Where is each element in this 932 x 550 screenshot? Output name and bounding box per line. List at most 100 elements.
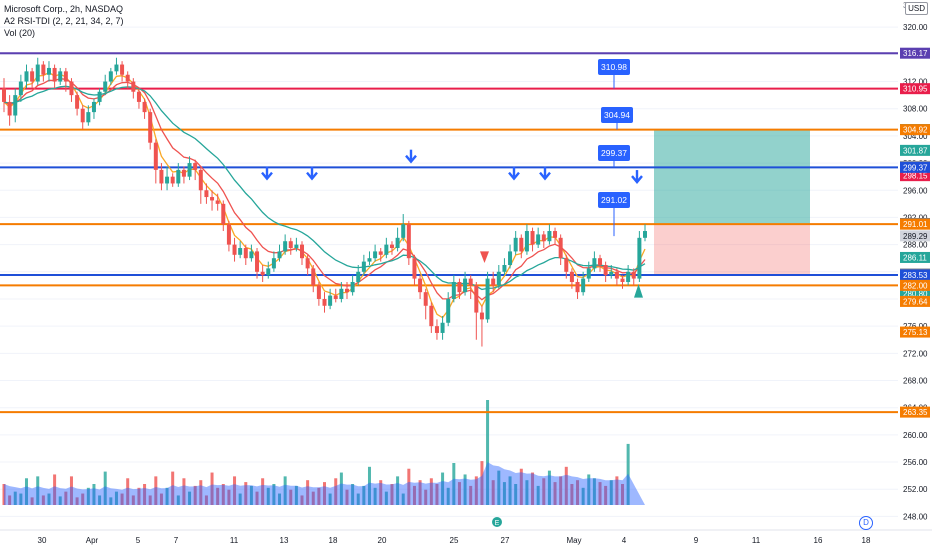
volume-bar: [36, 476, 40, 505]
candle-body: [277, 251, 282, 259]
volume-bar: [328, 493, 332, 505]
candle-body: [609, 271, 614, 276]
volume-bar: [188, 491, 192, 505]
candle-body: [24, 71, 29, 82]
candle-body: [333, 295, 338, 299]
volume-bar: [367, 466, 371, 505]
price-tick-label: 252.00: [903, 485, 928, 494]
price-callouts[interactable]: 310.98 304.94 299.37 291.02: [598, 59, 633, 237]
candle-body: [344, 288, 349, 293]
volume-bar: [64, 491, 68, 505]
candle-body: [181, 169, 186, 177]
time-axis[interactable]: 30 Apr 5 7 11 13 18 20 25 27 May 4 9 11 16 18: [0, 529, 932, 545]
volume-bar: [75, 497, 79, 505]
volume-bar: [182, 478, 186, 505]
volume-bar: [109, 497, 113, 505]
candle-body: [18, 81, 23, 96]
volume-bar: [609, 480, 613, 505]
currency-label[interactable]: USD: [905, 2, 928, 15]
price-axis-tag-label: 263.35: [903, 408, 928, 417]
volume-bar: [114, 491, 118, 505]
candle-body: [620, 278, 625, 282]
candle-body: [446, 298, 451, 323]
candle-body: [294, 244, 299, 249]
symbol-title[interactable]: Microsoft Corp., 2h, NASDAQ: [4, 4, 124, 14]
candle-body: [30, 71, 35, 82]
volume-bar: [514, 484, 518, 505]
candle-body: [142, 101, 147, 113]
volume-bar: [103, 471, 107, 505]
volume-bar: [469, 485, 473, 505]
volume-bar: [587, 474, 591, 505]
volume-bar: [227, 489, 231, 505]
candle-body: [46, 67, 51, 75]
volume-bar: [86, 487, 90, 505]
volume-bar: [41, 495, 45, 505]
volume-bar: [300, 495, 304, 505]
candle-body: [120, 64, 125, 75]
candle-body: [491, 278, 496, 286]
volume-bar: [24, 478, 28, 505]
price-axis-tag-label: 298.15: [903, 172, 928, 181]
candle-body: [401, 224, 406, 238]
candle-body: [41, 64, 46, 75]
volume-bar: [311, 491, 315, 505]
volume-bar: [98, 495, 102, 505]
price-axis-tag: [900, 295, 930, 307]
volume-bar: [384, 491, 388, 505]
price-axis-tag-label: 299.37: [903, 163, 928, 172]
candle-body: [13, 95, 18, 116]
volume-bar: [581, 487, 585, 505]
candle-body: [165, 176, 170, 184]
volume-bar: [457, 482, 461, 505]
volume-bar: [626, 443, 630, 505]
volume-bar: [53, 474, 57, 505]
arrow-down-icon: [261, 171, 273, 181]
moving-average-line: [3, 71, 646, 319]
volume-bar: [2, 484, 6, 505]
candle-body: [350, 281, 355, 293]
candle-body: [136, 91, 141, 102]
time-tick-label: 18: [329, 536, 338, 545]
price-axis[interactable]: 320.00316.00312.00308.00304.00300.00296.…: [898, 0, 932, 550]
volume-bar: [92, 484, 96, 505]
candle-body: [328, 295, 333, 306]
candle-body: [463, 278, 468, 293]
chart-legend: Microsoft Corp., 2h, NASDAQ A2 RSI-TDI (…: [4, 3, 124, 39]
time-tick-label: 13: [280, 536, 289, 545]
price-tick-label: 260.00: [903, 431, 928, 440]
price-tick-label: 256.00: [903, 458, 928, 467]
candle-body: [519, 237, 524, 252]
earnings-marker-label: E: [495, 520, 500, 527]
price-axis-tag: [900, 83, 930, 95]
candle-body: [440, 322, 445, 333]
dividend-marker-icon[interactable]: D: [859, 516, 873, 530]
volume-bar: [294, 485, 298, 505]
long-position-zone[interactable]: [654, 129, 810, 275]
volume-bar: [452, 463, 456, 505]
volume-bar: [412, 485, 416, 505]
volume-title[interactable]: Vol (20): [4, 28, 36, 38]
volume-bar: [30, 497, 34, 505]
candle-body: [260, 271, 265, 276]
candle-body: [569, 271, 574, 282]
chart-markers: E: [261, 149, 643, 527]
volume-bar: [216, 487, 220, 505]
candle-body: [114, 64, 119, 72]
indicator-title[interactable]: A2 RSI-TDI (2, 2, 21, 34, 2, 7): [4, 16, 124, 26]
candle-body: [423, 292, 428, 306]
volume-bar: [446, 487, 450, 505]
volume-bar: [497, 470, 501, 505]
volume-bar: [559, 476, 563, 505]
volume-bar: [255, 491, 259, 505]
candle-body: [103, 81, 108, 92]
arrow-down-icon: [631, 175, 643, 184]
candle-body: [108, 71, 113, 82]
volume-bar: [249, 485, 253, 505]
volume-bar: [615, 476, 619, 505]
time-tick-label: 16: [814, 536, 823, 545]
buy-signal-icon: [634, 284, 643, 298]
candle-body: [86, 112, 91, 123]
candle-body: [485, 278, 490, 320]
